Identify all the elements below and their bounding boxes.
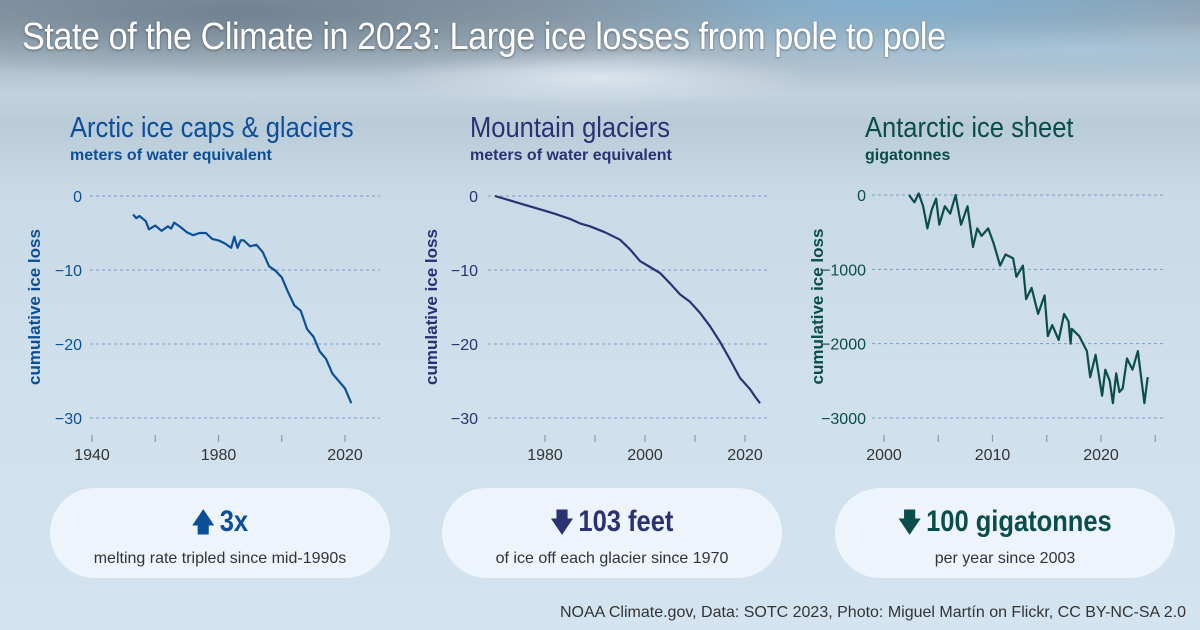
y-tick-label: 0 bbox=[857, 188, 866, 205]
y-tick-label: −10 bbox=[451, 263, 478, 280]
chart-mountain: 0 −10 −20 −30 1980 2000 2020 cumulative ice los… bbox=[422, 189, 770, 464]
stat-note: per year since 2003 bbox=[934, 550, 1076, 567]
y-axis-label: cumulative ice loss bbox=[25, 229, 44, 385]
x-tick-label: 2000 bbox=[627, 447, 663, 464]
y-axis-label: cumulative ice loss bbox=[422, 229, 441, 385]
chart-arctic: 0 −10 −20 −30 1940 1980 2020 cumulative ice los… bbox=[25, 189, 380, 464]
y-tick-label: −20 bbox=[55, 337, 82, 354]
panel-unit: gigatonnes bbox=[865, 147, 951, 164]
y-tick-label: −10 bbox=[55, 263, 82, 280]
y-tick-label: 0 bbox=[73, 189, 82, 206]
y-tick-label: −30 bbox=[55, 411, 82, 428]
x-tick-label: 1980 bbox=[201, 447, 237, 464]
panel-unit: meters of water equivalent bbox=[470, 147, 672, 164]
stat-value: 3x bbox=[219, 505, 249, 538]
series-line-arctic bbox=[132, 213, 353, 404]
y-tick-label: 0 bbox=[469, 189, 478, 206]
stat-note: melting rate tripled since mid-1990s bbox=[93, 550, 347, 567]
panel-header-mountain: Mountain glaciers meters of water equiva… bbox=[470, 112, 697, 165]
x-tick-label: 2020 bbox=[327, 447, 363, 464]
stat-box-arctic: 🡅 3x melting rate tripled since mid-1990s bbox=[50, 488, 390, 578]
x-tick-label: 2020 bbox=[1083, 447, 1119, 464]
x-tick-label: 1980 bbox=[527, 447, 563, 464]
stat-box-antarctic: 🡇 100 gigatonnes per year since 2003 bbox=[835, 488, 1175, 578]
x-tick-label: 2020 bbox=[727, 447, 763, 464]
stat-note: of ice off each glacier since 1970 bbox=[495, 550, 729, 567]
x-tick-label: 2010 bbox=[975, 447, 1011, 464]
stat-box-mountain: 🡇 103 feet of ice off each glacier since … bbox=[442, 488, 782, 578]
y-tick-label: −30 bbox=[451, 411, 478, 428]
stat-value: 103 feet bbox=[578, 505, 674, 538]
arrow-down-icon: 🡇 bbox=[550, 507, 574, 537]
panel-header-antarctic: Antarctic ice sheet gigatonnes bbox=[865, 112, 1102, 165]
arrow-up-icon: 🡅 bbox=[191, 507, 215, 537]
y-tick-label: −1000 bbox=[821, 262, 866, 279]
stat-value: 100 gigatonnes bbox=[926, 505, 1112, 538]
series-line-antarctic bbox=[908, 192, 1149, 405]
panel-title: Antarctic ice sheet bbox=[865, 112, 1074, 144]
panel-unit: meters of water equivalent bbox=[70, 147, 272, 164]
page-title: State of the Climate in 2023: Large ice … bbox=[22, 16, 946, 58]
x-tick-label: 2000 bbox=[866, 447, 902, 464]
panel-header-arctic: Arctic ice caps & glaciers meters of wat… bbox=[70, 112, 392, 165]
y-tick-label: −20 bbox=[451, 337, 478, 354]
credit-line: NOAA Climate.gov, Data: SOTC 2023, Photo… bbox=[559, 604, 1186, 621]
y-tick-label: −2000 bbox=[821, 337, 866, 354]
series-line-mountain bbox=[494, 194, 761, 404]
panel-title: Arctic ice caps & glaciers bbox=[70, 112, 354, 144]
y-axis-label: cumulative ice loss bbox=[808, 229, 827, 385]
panel-title: Mountain glaciers bbox=[470, 112, 671, 144]
y-tick-label: −3000 bbox=[821, 411, 866, 428]
glacier-photo-background bbox=[0, 0, 1200, 130]
arrow-down-icon: 🡇 bbox=[898, 507, 921, 537]
chart-antarctic: 0 −1000 −2000 −3000 2000 2010 2020 cumulative i… bbox=[808, 188, 1165, 464]
x-tick-label: 1940 bbox=[74, 447, 110, 464]
